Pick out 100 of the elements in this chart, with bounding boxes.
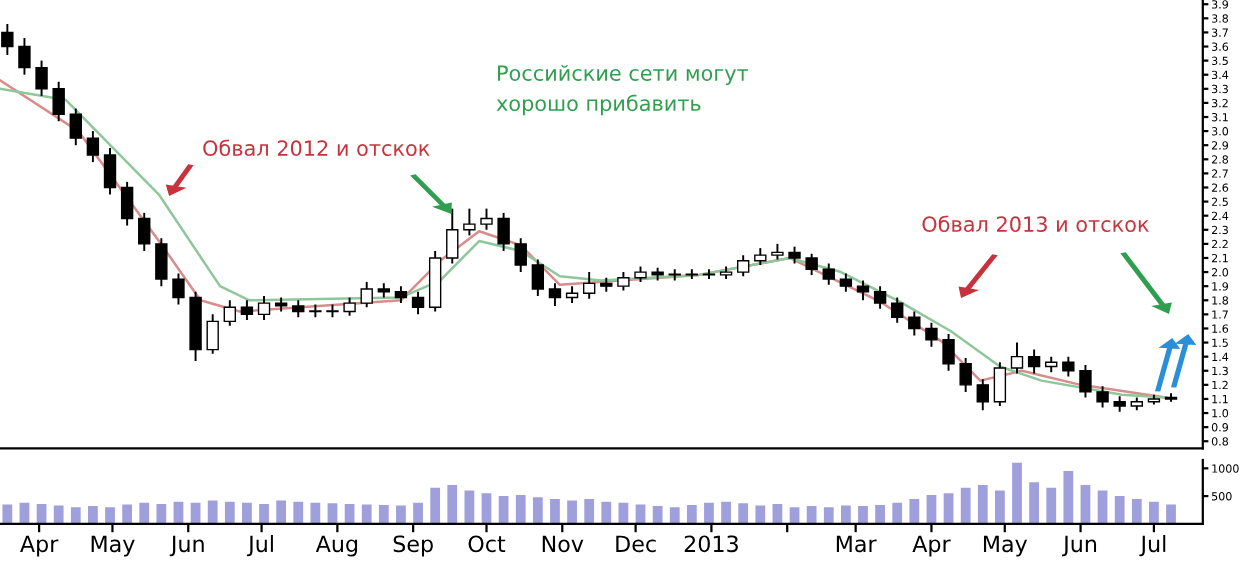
bar bbox=[498, 496, 509, 524]
candlestick bbox=[976, 378, 989, 412]
bar bbox=[652, 506, 663, 524]
candlestick bbox=[514, 237, 527, 274]
x-tick-label: Apr bbox=[20, 535, 59, 557]
bar bbox=[1131, 498, 1142, 524]
bar bbox=[858, 506, 868, 524]
candlestick bbox=[959, 357, 972, 393]
bar bbox=[1114, 496, 1125, 524]
bar bbox=[515, 495, 526, 524]
x-tick-label: Sep bbox=[393, 535, 433, 557]
candlestick bbox=[360, 280, 373, 309]
bar bbox=[207, 500, 218, 524]
bar bbox=[1166, 504, 1176, 524]
bar bbox=[88, 506, 98, 524]
bar bbox=[601, 501, 612, 524]
candlestick bbox=[1079, 364, 1092, 399]
bar bbox=[943, 493, 954, 524]
bar bbox=[430, 487, 441, 524]
bar bbox=[464, 490, 475, 524]
bar bbox=[122, 504, 133, 524]
candlestick bbox=[582, 271, 596, 300]
bar bbox=[669, 507, 680, 524]
candlestick bbox=[103, 147, 117, 196]
x-tick-label: Jul bbox=[1139, 535, 1166, 557]
bar bbox=[242, 502, 252, 524]
bar bbox=[550, 498, 560, 524]
x-tick-label: Jul bbox=[247, 535, 273, 557]
candlestick bbox=[138, 211, 151, 252]
bar bbox=[378, 505, 389, 524]
bar bbox=[584, 498, 595, 524]
candlestick bbox=[942, 333, 955, 372]
candlestick bbox=[617, 271, 630, 292]
bar bbox=[53, 505, 64, 524]
x-tick-label: Oct bbox=[468, 535, 506, 553]
candlestick bbox=[1096, 385, 1109, 409]
x-tick-label: Nov bbox=[542, 535, 584, 553]
bar bbox=[70, 507, 81, 524]
bar bbox=[686, 505, 697, 524]
bar bbox=[567, 500, 577, 524]
bar bbox=[960, 487, 971, 524]
bar bbox=[635, 504, 646, 524]
candlestick bbox=[908, 310, 921, 337]
bar bbox=[755, 505, 766, 524]
bar bbox=[2, 504, 13, 524]
candlestick bbox=[548, 282, 562, 307]
candlestick bbox=[1062, 355, 1075, 378]
candlestick bbox=[223, 299, 236, 327]
bar bbox=[721, 501, 731, 524]
bar bbox=[823, 507, 834, 524]
candlestick bbox=[1010, 341, 1024, 375]
candlestick bbox=[1, 23, 14, 56]
bar bbox=[1029, 482, 1039, 524]
bar bbox=[875, 505, 885, 524]
bar bbox=[447, 485, 458, 524]
candlestick bbox=[1027, 348, 1041, 375]
candlestick bbox=[736, 254, 750, 278]
candlestick bbox=[411, 290, 425, 316]
bar bbox=[995, 490, 1005, 524]
candlestick bbox=[822, 262, 835, 286]
bar bbox=[105, 507, 115, 524]
candlestick bbox=[35, 59, 48, 97]
bar bbox=[1080, 485, 1091, 524]
annotation: Российские сети могут хорошо прибавить bbox=[496, 64, 749, 116]
bar bbox=[738, 503, 749, 524]
candlestick bbox=[52, 80, 65, 123]
bar bbox=[293, 501, 304, 524]
x-tick-label: Apr bbox=[912, 535, 951, 557]
bar bbox=[224, 501, 235, 524]
candlestick bbox=[856, 279, 870, 302]
x-tick-label: May bbox=[983, 535, 1028, 557]
bar bbox=[1149, 501, 1159, 524]
candlestick bbox=[446, 207, 459, 265]
candlestick bbox=[155, 237, 168, 288]
x-tick-label: Jun bbox=[169, 535, 204, 557]
candlestick bbox=[873, 285, 887, 310]
candlestick bbox=[240, 299, 254, 321]
candlestick bbox=[206, 313, 219, 355]
candlestick bbox=[891, 296, 904, 324]
x-tick-label: Dec bbox=[616, 535, 656, 553]
bar bbox=[310, 502, 321, 524]
bar bbox=[327, 503, 338, 524]
bar bbox=[532, 497, 543, 524]
bar bbox=[1012, 462, 1022, 524]
bar bbox=[704, 502, 714, 524]
bar bbox=[481, 493, 492, 524]
candlestick bbox=[993, 361, 1007, 407]
candlestick bbox=[480, 207, 493, 231]
bar bbox=[909, 498, 920, 524]
candlestick bbox=[343, 296, 356, 317]
candlestick bbox=[805, 252, 818, 276]
x-tick-label: Aug bbox=[315, 535, 358, 557]
candlestick bbox=[497, 211, 510, 252]
bar bbox=[361, 504, 372, 524]
bar bbox=[840, 505, 851, 524]
candlestick bbox=[69, 107, 82, 147]
bar bbox=[1046, 487, 1057, 524]
bar bbox=[977, 485, 988, 524]
bar bbox=[276, 500, 287, 524]
bar bbox=[259, 503, 269, 524]
